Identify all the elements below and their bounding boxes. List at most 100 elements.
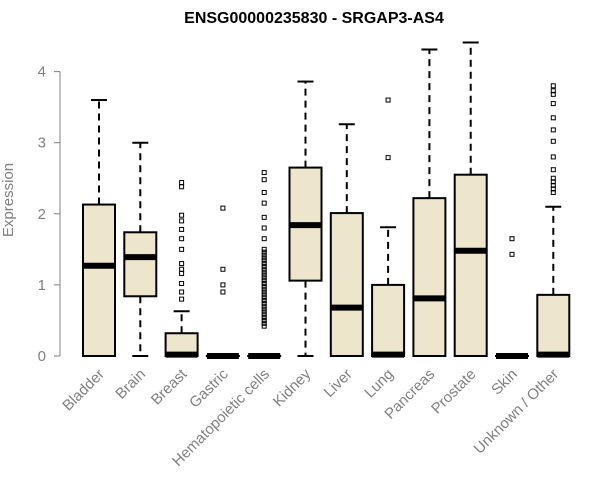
outlier-point: [550, 127, 556, 133]
outlier-point: [179, 226, 185, 232]
y-tick-label: 1: [38, 277, 46, 294]
outlier-point: [261, 170, 267, 176]
outlier-point: [179, 289, 185, 295]
outlier-point: [220, 266, 226, 272]
x-tick-label: Liver: [321, 366, 356, 401]
outlier-point: [179, 218, 185, 224]
outlier-point: [261, 303, 267, 309]
outlier-point: [261, 272, 267, 278]
outlier-point: [261, 280, 267, 286]
outlier-point: [261, 269, 267, 275]
outlier-point: [550, 101, 556, 107]
outlier-point: [385, 97, 391, 103]
outlier-point: [550, 175, 556, 181]
y-tick-label: 3: [38, 135, 46, 152]
outlier-point: [220, 205, 226, 211]
outlier-point: [179, 280, 185, 286]
x-tick-label: Breast: [148, 365, 191, 408]
outlier-point: [261, 275, 267, 281]
box-group-brain: [123, 141, 158, 357]
outlier-point: [550, 138, 556, 144]
y-tick-label: 4: [38, 64, 46, 81]
outlier-point: [261, 323, 267, 329]
outlier-point: [261, 214, 267, 220]
outlier-point: [550, 167, 556, 173]
outlier-point: [550, 88, 556, 94]
outlier-point: [179, 296, 185, 302]
box-group-gastric: [205, 205, 240, 359]
outlier-point: [261, 200, 267, 206]
box-group-hematopoietic-cells: [247, 170, 282, 359]
outlier-point: [261, 283, 267, 289]
box-group-bladder: [82, 99, 116, 357]
box-body: [123, 231, 158, 298]
outlier-point: [261, 249, 267, 255]
outlier-point: [261, 278, 267, 284]
boxes-layer: [82, 41, 571, 359]
outlier-point: [261, 306, 267, 312]
outlier-point: [261, 298, 267, 304]
outlier-point: [220, 289, 226, 295]
outlier-point: [261, 225, 267, 231]
outlier-point: [261, 177, 267, 183]
outlier-point: [261, 292, 267, 298]
outlier-point: [179, 261, 185, 267]
outlier-point: [179, 236, 185, 242]
outlier-point: [220, 282, 226, 288]
x-tick-label: Lung: [361, 366, 397, 402]
outlier-point: [261, 246, 267, 252]
outlier-point: [179, 212, 185, 218]
outlier-point: [509, 236, 515, 242]
y-tick-label: 2: [38, 206, 46, 223]
box-group-skin: [495, 236, 529, 359]
outlier-point: [261, 266, 267, 272]
outlier-point: [261, 320, 267, 326]
box-body: [371, 283, 406, 357]
outlier-point: [261, 295, 267, 301]
box-group-breast: [164, 180, 199, 358]
chart-title: ENSG00000235830 - SRGAP3-AS4: [184, 10, 444, 27]
x-tick-label: Bladder: [59, 366, 108, 415]
y-axis: 0 1 2 3 4: [38, 64, 61, 365]
outlier-point: [261, 289, 267, 295]
box-body: [82, 203, 116, 357]
outlier-point: [261, 300, 267, 306]
outlier-point: [179, 271, 185, 277]
outlier-point: [261, 315, 267, 321]
y-axis-label: Expression: [0, 163, 17, 237]
outlier-point: [261, 286, 267, 292]
outlier-point: [550, 83, 556, 89]
outlier-point: [261, 312, 267, 318]
outlier-point: [179, 266, 185, 272]
box-group-lung: [371, 97, 406, 358]
box-body: [453, 173, 488, 357]
x-tick-label: Prostate: [428, 366, 480, 418]
outlier-point: [261, 255, 267, 261]
outlier-point: [261, 261, 267, 267]
outlier-point: [261, 317, 267, 323]
outlier-point: [179, 180, 185, 186]
outlier-point: [261, 252, 267, 258]
outlier-point: [550, 154, 556, 160]
box-body: [536, 293, 571, 358]
outlier-point: [550, 115, 556, 121]
outlier-point: [261, 263, 267, 269]
outlier-point: [261, 258, 267, 264]
box-body: [412, 197, 447, 357]
outlier-point: [509, 251, 515, 257]
box-group-kidney: [288, 80, 323, 357]
x-tick-label: Kidney: [270, 365, 315, 410]
outlier-point: [385, 155, 391, 161]
x-tick-label: Skin: [488, 366, 521, 399]
x-tick-label: Brain: [112, 366, 149, 403]
box-group-liver: [329, 123, 364, 357]
box-group-prostate: [453, 41, 488, 357]
outlier-point: [179, 246, 185, 252]
box-group-pancreas: [412, 48, 447, 357]
outlier-point: [261, 309, 267, 315]
outlier-point: [179, 184, 185, 190]
outlier-point: [261, 189, 267, 195]
